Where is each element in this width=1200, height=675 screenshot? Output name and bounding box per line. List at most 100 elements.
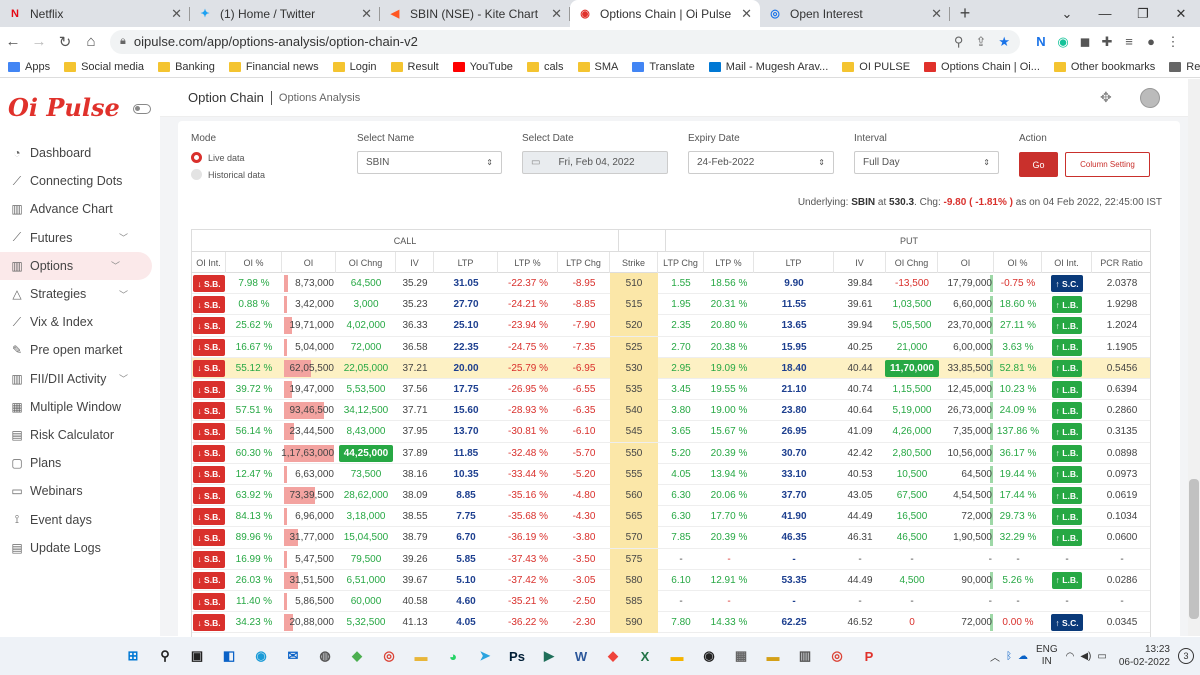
bookmark-item[interactable]: Options Chain | Oi... xyxy=(924,61,1040,73)
call-oi-int-badge[interactable]: ↓ S.B. xyxy=(193,402,225,420)
radio-historical-dot[interactable] xyxy=(191,169,202,180)
date-input[interactable]: ▭ Fri, Feb 04, 2022 xyxy=(522,151,668,174)
reload-icon[interactable]: ↻ xyxy=(58,33,72,51)
radio-historical[interactable]: Historical data xyxy=(191,169,265,180)
url-bar[interactable]: 🔒︎ oipulse.com/app/options-analysis/opti… xyxy=(110,29,1020,54)
profile-avatar-icon[interactable]: ● xyxy=(1147,33,1155,49)
calculator-app-icon[interactable]: ▦ xyxy=(734,648,748,663)
close-window-button[interactable]: ✕ xyxy=(1175,5,1187,21)
tab-search-icon[interactable]: ⌄ xyxy=(1061,5,1073,21)
sidebar-item-strategies[interactable]: △ Strategies ﹀ xyxy=(0,280,160,308)
put-oi-int-badge[interactable]: ↑ S.C. xyxy=(1051,275,1083,292)
sidebar-item-advance-chart[interactable]: ▥ Advance Chart xyxy=(0,195,160,223)
telegram-icon[interactable]: ➤ xyxy=(479,648,491,663)
bluetooth-icon[interactable]: ᛒ xyxy=(1005,650,1012,662)
bookmark-item[interactable]: Apps xyxy=(8,61,50,73)
put-oi-int-badge[interactable]: ↑ L.B. xyxy=(1051,359,1083,377)
sidebar-item-webinars[interactable]: ▭ Webinars xyxy=(0,477,160,505)
wifi-icon[interactable]: ◠ xyxy=(1065,650,1075,662)
lock-icon[interactable]: 🔒︎ xyxy=(120,35,126,47)
chrome-menu-icon[interactable]: ⋮ xyxy=(1166,33,1180,49)
sidebar-item-plans[interactable]: ▢ Plans xyxy=(0,449,160,477)
chart-app-icon[interactable]: ▥ xyxy=(798,648,812,663)
bookmark-item[interactable]: Banking xyxy=(158,61,215,73)
expiry-select[interactable]: 24-Feb-2022 ⇕ xyxy=(688,151,834,174)
search-icon[interactable]: ⚲ xyxy=(160,648,170,663)
stremio-icon[interactable]: ▶ xyxy=(544,648,554,663)
interval-select[interactable]: Full Day ⇕ xyxy=(854,151,999,174)
column-setting-button[interactable]: Column Setting xyxy=(1065,152,1150,177)
bookmark-item[interactable]: YouTube xyxy=(452,61,513,73)
windows-start-icon[interactable]: ⊞ xyxy=(127,648,139,663)
notification-badge[interactable]: 3 xyxy=(1178,648,1194,664)
extension-n-icon[interactable]: N xyxy=(1036,33,1046,49)
bookmark-item[interactable]: Mail - Mugesh Arav... xyxy=(708,61,828,73)
call-oi-int-badge[interactable]: ↓ S.B. xyxy=(193,508,225,526)
sticky-notes-icon[interactable]: ▬ xyxy=(766,648,780,664)
whatsapp-icon[interactable]: ◕ xyxy=(449,648,457,664)
share-icon[interactable]: ⇪ xyxy=(975,33,987,49)
put-oi-int-badge[interactable]: ↑ L.B. xyxy=(1051,317,1083,335)
call-oi-int-badge[interactable]: ↓ S.B. xyxy=(193,487,225,504)
name-select[interactable]: SBIN ⇕ xyxy=(357,151,502,174)
bookmark-item[interactable]: Other bookmarks xyxy=(1053,61,1155,73)
sidebar-item-dashboard[interactable]: ◔ Dashboard xyxy=(0,139,160,167)
clock[interactable]: 13:23 06-02-2022 xyxy=(1119,643,1170,669)
put-oi-int-badge[interactable]: ↑ L.B. xyxy=(1051,508,1083,526)
show-hidden-icons-icon[interactable]: ︿ xyxy=(989,652,1000,664)
restore-button[interactable]: ❐ xyxy=(1137,5,1149,21)
widgets-icon[interactable]: ◧ xyxy=(222,648,236,663)
bookmark-item[interactable]: cals xyxy=(526,61,564,73)
scrollbar-thumb[interactable] xyxy=(1189,479,1199,619)
edge-icon[interactable]: ◉ xyxy=(255,648,267,663)
anydesk-icon[interactable]: ◆ xyxy=(608,648,618,663)
call-oi-int-badge[interactable]: ↓ S.B. xyxy=(193,529,225,547)
browser-tab[interactable]: ✦ (1) Home / Twitter ✕ xyxy=(190,0,380,27)
forward-icon[interactable]: → xyxy=(31,33,47,50)
put-oi-int-badge[interactable]: ↑ L.B. xyxy=(1051,381,1083,398)
browser-tab[interactable]: N Netflix ✕ xyxy=(0,0,190,27)
bookmark-item[interactable]: Reading list xyxy=(1169,61,1200,73)
mail-icon[interactable]: ✉ xyxy=(287,648,299,663)
call-oi-int-badge[interactable]: ↓ S.B. xyxy=(193,423,225,441)
browser-tab[interactable]: ◎ Open Interest ✕ xyxy=(760,0,950,27)
task-view-icon[interactable]: ▣ xyxy=(190,648,204,663)
chrome-profile-icon[interactable]: ◎ xyxy=(831,648,843,663)
page-subtitle[interactable]: Options Analysis xyxy=(278,91,361,104)
put-oi-int-badge[interactable]: ↑ L.B. xyxy=(1051,465,1083,483)
folder-app-icon[interactable]: ▬ xyxy=(670,648,684,664)
bookmark-star-icon[interactable]: ★ xyxy=(998,33,1010,49)
new-tab-button[interactable]: + xyxy=(959,3,971,23)
tab-close-icon[interactable]: ✕ xyxy=(361,5,372,21)
bookmark-item[interactable]: OI PULSE xyxy=(842,61,910,73)
sidebar-item-connecting-dots[interactable]: ⟋ Connecting Dots xyxy=(0,167,160,195)
sidebar-item-vix-index[interactable]: ⟋ Vix & Index xyxy=(0,308,160,336)
put-oi-int-badge[interactable]: ↑ L.B. xyxy=(1051,571,1083,589)
tab-close-icon[interactable]: ✕ xyxy=(741,5,752,21)
browser-tab[interactable]: ◀ SBIN (NSE) - Kite Chart ✕ xyxy=(380,0,570,27)
obs-icon[interactable]: ◉ xyxy=(703,648,715,663)
excel-icon[interactable]: X xyxy=(640,648,650,664)
zoom-icon[interactable]: ⚲ xyxy=(953,33,964,49)
bookmark-item[interactable]: SMA xyxy=(577,61,618,73)
put-oi-int-badge[interactable]: ↑ L.B. xyxy=(1051,402,1083,420)
tab-close-icon[interactable]: ✕ xyxy=(171,5,182,21)
extension-grammarly-icon[interactable]: ◉ xyxy=(1057,33,1069,49)
kite-app-icon[interactable]: ◆ xyxy=(352,648,362,663)
put-oi-int-badge[interactable]: ↑ L.B. xyxy=(1051,529,1083,547)
chrome-icon[interactable]: ◎ xyxy=(383,648,395,663)
call-oi-int-badge[interactable]: ↓ S.B. xyxy=(193,614,225,632)
radio-live[interactable]: Live data xyxy=(191,152,245,163)
call-oi-int-badge[interactable]: ↓ S.B. xyxy=(193,317,225,335)
put-oi-int-badge[interactable]: ↑ L.B. xyxy=(1051,444,1083,462)
battery-icon[interactable]: ▭ xyxy=(1097,650,1107,662)
sidebar-item-multiple-window[interactable]: ▦ Multiple Window xyxy=(0,393,160,421)
sidebar-item-risk-calculator[interactable]: ▤ Risk Calculator xyxy=(0,421,160,449)
call-oi-int-badge[interactable]: ↓ S.B. xyxy=(193,338,225,356)
put-oi-int-badge[interactable]: ↑ L.B. xyxy=(1051,296,1083,314)
bookmark-item[interactable]: Result xyxy=(390,61,439,73)
back-icon[interactable]: ← xyxy=(5,33,21,50)
pulse-app-icon[interactable]: P xyxy=(864,648,874,664)
home-icon[interactable]: ⌂ xyxy=(86,33,96,50)
go-button[interactable]: Go xyxy=(1019,152,1058,177)
